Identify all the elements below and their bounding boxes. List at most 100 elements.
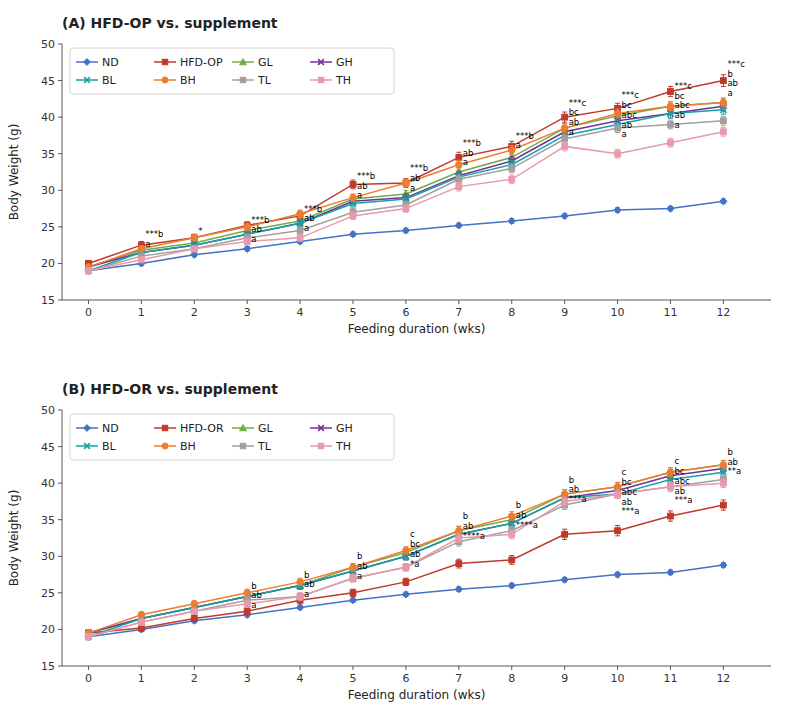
error-bar	[615, 124, 620, 133]
point	[297, 220, 303, 226]
error-bar	[192, 616, 197, 622]
x-tick-label: 2	[191, 306, 198, 319]
annotation-line: ***b	[357, 171, 375, 181]
legend-label: BH	[180, 440, 196, 453]
error-bar	[721, 479, 726, 488]
series	[85, 460, 726, 636]
point	[720, 99, 726, 105]
legend-item: ND	[76, 422, 119, 435]
legend-item: GL	[232, 56, 274, 69]
point	[614, 483, 621, 489]
point	[667, 569, 674, 576]
annotation-line: ab	[569, 484, 580, 494]
error-bar	[298, 593, 303, 600]
y-tick-label: 20	[41, 623, 55, 636]
x-tick-label: 4	[297, 306, 304, 319]
y-tick	[58, 629, 62, 630]
annotation-line: b	[727, 447, 732, 457]
point	[244, 601, 250, 607]
legend-item: BL	[76, 74, 117, 87]
legend-marker	[84, 77, 90, 83]
annotation-line: a	[569, 127, 574, 137]
point	[562, 144, 568, 150]
title: (A) HFD-OP vs. supplement	[62, 15, 278, 31]
y-axis	[62, 410, 63, 666]
point	[614, 206, 621, 213]
point	[86, 634, 92, 640]
error-bar	[456, 173, 461, 182]
error-bar	[403, 179, 408, 188]
y-axis	[62, 44, 63, 300]
error-bar	[668, 468, 673, 477]
legend-marker	[240, 425, 247, 431]
legend-marker	[162, 59, 167, 64]
series-line	[88, 469, 723, 634]
error-bar	[668, 102, 673, 111]
point	[455, 527, 462, 533]
y-tick-label: 50	[41, 404, 55, 417]
error-bar	[721, 500, 726, 510]
y-tick	[58, 410, 62, 411]
annotation-line: *	[198, 226, 202, 236]
error-bar	[403, 205, 408, 212]
error-bar	[351, 194, 356, 201]
error-bar	[192, 246, 197, 252]
series	[86, 500, 727, 636]
error-bar	[615, 149, 620, 158]
point	[456, 184, 462, 190]
error-bar	[668, 482, 673, 491]
point	[667, 103, 674, 109]
error-bar	[245, 238, 250, 245]
point	[509, 520, 515, 526]
legend-item: TL	[232, 440, 272, 453]
annotation-line: ***b	[145, 229, 163, 239]
error-bar	[139, 257, 144, 263]
annotation-line: bc	[569, 107, 579, 117]
series	[85, 460, 727, 636]
annotation-line: ab	[304, 213, 315, 223]
point	[668, 484, 674, 490]
series	[86, 75, 727, 267]
annotation-line: c	[622, 467, 627, 477]
point	[668, 484, 674, 490]
series-line	[88, 565, 723, 637]
error-bar	[509, 556, 514, 565]
annotation-line: abc	[674, 476, 690, 486]
y-tick-label: 50	[41, 38, 55, 51]
point	[191, 235, 197, 241]
x-tick-label: 0	[85, 672, 92, 685]
series	[85, 102, 726, 270]
x-tick	[141, 300, 142, 304]
series	[85, 468, 726, 640]
annotation-line: ab	[727, 78, 738, 88]
legend-marker	[318, 425, 324, 431]
point	[615, 491, 621, 497]
x-tick-label: 2	[191, 672, 198, 685]
annotation-line: a	[251, 234, 256, 244]
annotation-line: b	[569, 475, 574, 485]
error-bar	[192, 608, 197, 614]
point	[191, 246, 197, 252]
x-tick-label: 3	[244, 672, 251, 685]
error-bar	[351, 575, 356, 582]
x-tick	[670, 666, 671, 670]
annotation: baba	[304, 570, 315, 600]
error-bar	[721, 98, 726, 107]
point	[403, 579, 409, 585]
annotation: baba	[357, 551, 368, 581]
point	[85, 268, 91, 274]
error-bar	[139, 246, 144, 252]
y-tick-label: 40	[41, 111, 55, 124]
annotation-line: a	[463, 157, 468, 167]
point	[456, 527, 462, 533]
error-bar	[509, 512, 514, 521]
error-bar	[668, 138, 673, 147]
point	[562, 531, 568, 537]
point	[297, 594, 303, 600]
annotation: bab***a	[569, 475, 587, 505]
legend: NDHFD-OPGLGHBLBHTLTH	[70, 48, 394, 94]
legend-item: BH	[154, 440, 196, 453]
error-bar	[615, 526, 620, 536]
series-line	[88, 121, 723, 271]
x-tick-label: 9	[561, 672, 568, 685]
